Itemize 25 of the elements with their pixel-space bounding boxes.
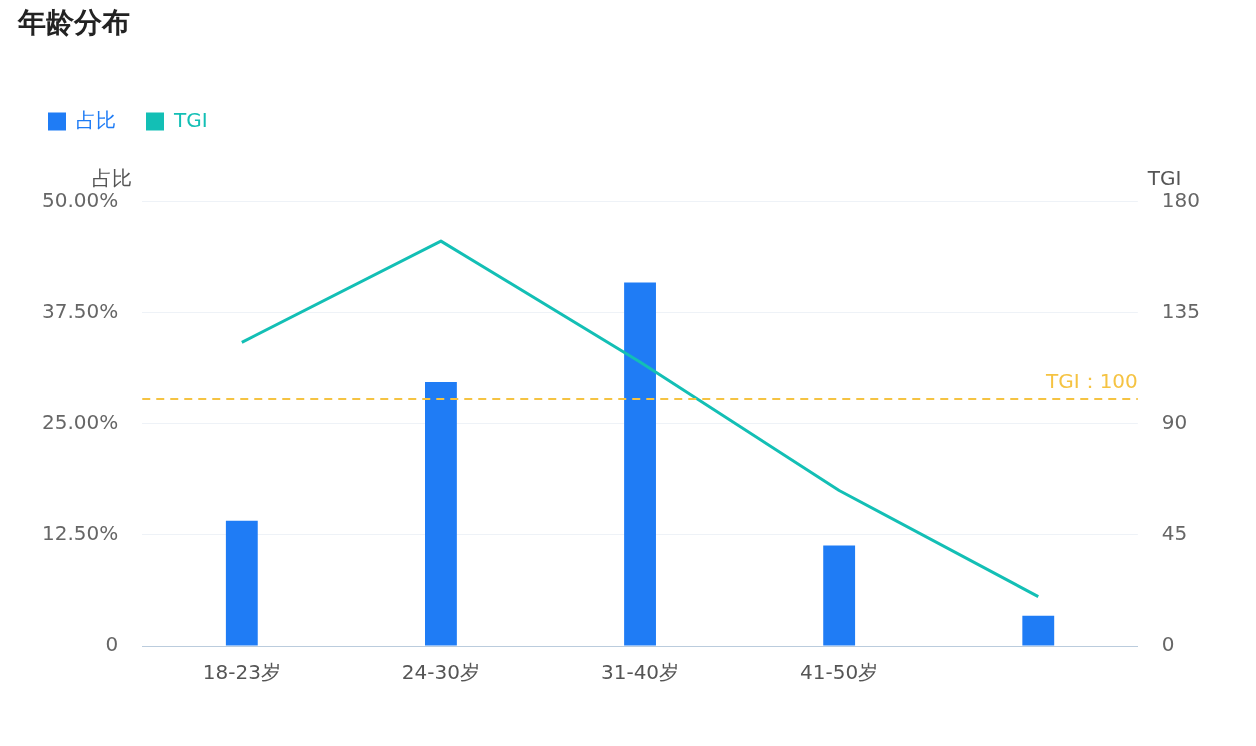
y-tick-label: 0	[105, 632, 119, 657]
bar	[425, 382, 457, 646]
bar	[1022, 615, 1055, 646]
bar	[225, 520, 258, 646]
x-tick-label: 18-23岁	[202, 660, 281, 685]
y2-tick-label: 180	[1161, 187, 1201, 212]
y-tick-label: 12.50%	[41, 521, 119, 546]
y2-tick-label: 135	[1161, 298, 1201, 323]
ref-line-label: TGI：100	[1045, 369, 1138, 394]
y-tick-label: 25.00%	[41, 410, 119, 434]
y-tick-label: 50.00%	[41, 187, 119, 212]
y2-tick-label: 45	[1161, 521, 1188, 546]
x-tick-label: 41-50岁	[800, 660, 879, 685]
x-tick-label: 24-30岁	[401, 660, 480, 685]
legend-label: 占比	[76, 107, 116, 132]
bar	[823, 545, 856, 646]
y2-tick-label: 90	[1161, 410, 1188, 434]
y2-axis-title: TGI	[1146, 165, 1182, 190]
bar	[624, 282, 656, 646]
y2-tick-label: 0	[1161, 632, 1175, 657]
y-axis-title: 占比	[92, 165, 133, 190]
legend-label: TGI	[173, 107, 208, 132]
y-tick-label: 37.50%	[41, 298, 119, 323]
chart-title: 年龄分布	[17, 6, 130, 40]
x-tick-label: 31-40岁	[600, 660, 680, 685]
